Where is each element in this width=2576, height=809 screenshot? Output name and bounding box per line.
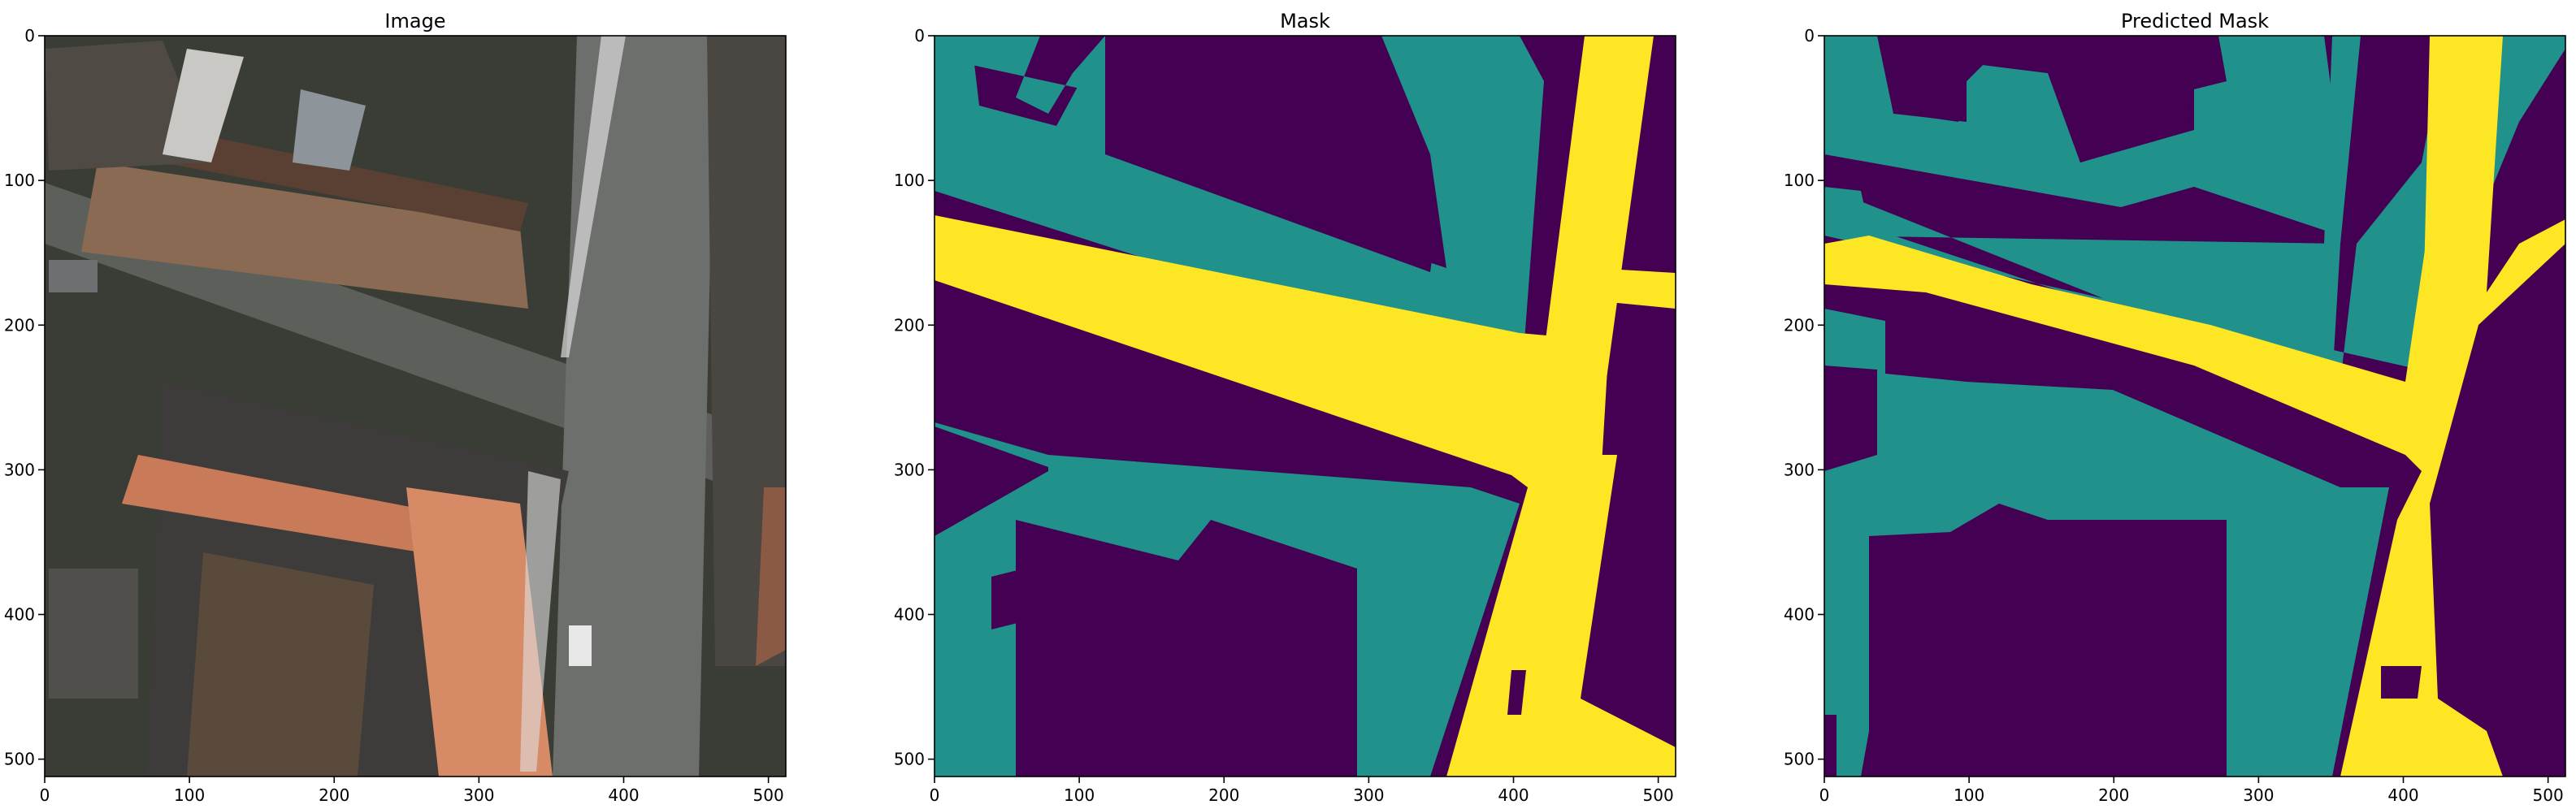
x-tick-label: 400 bbox=[608, 785, 639, 805]
x-tick-label: 400 bbox=[1498, 785, 1529, 805]
y-tick-label: 500 bbox=[4, 750, 35, 769]
x-tick-label: 100 bbox=[1064, 785, 1095, 805]
y-tick-label: 500 bbox=[894, 750, 925, 769]
y-tick-label: 300 bbox=[894, 460, 925, 479]
x-tick-label: 200 bbox=[319, 785, 349, 805]
x-tick-label: 200 bbox=[2098, 785, 2129, 805]
y-tick-label: 300 bbox=[4, 460, 35, 479]
y-tick-label: 200 bbox=[894, 315, 925, 335]
x-tick-label: 400 bbox=[2387, 785, 2418, 805]
ticks-mask: 0 100 200 300 400 500 0 100 200 300 400 500 bbox=[894, 26, 1674, 805]
y-tick-label: 500 bbox=[1784, 750, 1815, 769]
panel-title-image: Image bbox=[384, 10, 445, 32]
y-tick-label: 300 bbox=[1784, 460, 1815, 479]
y-tick-label: 0 bbox=[24, 26, 35, 45]
predicted-mask-image bbox=[1824, 36, 2565, 777]
y-tick-label: 100 bbox=[894, 171, 925, 190]
x-tick-label: 100 bbox=[174, 785, 205, 805]
y-tick-label: 400 bbox=[894, 605, 925, 625]
y-tick-label: 0 bbox=[914, 26, 925, 45]
panel-mask: Mask 0 100 200 300 400 50 bbox=[894, 10, 1676, 805]
x-tick-label: 200 bbox=[1208, 785, 1239, 805]
y-tick-label: 100 bbox=[4, 171, 35, 190]
panel-title-predicted-mask: Predicted Mask bbox=[2121, 10, 2269, 32]
ticks-image: 0 100 200 300 400 500 0 100 200 300 400 500 bbox=[4, 26, 784, 805]
y-tick-label: 200 bbox=[4, 315, 35, 335]
aerial-image bbox=[45, 36, 786, 777]
x-tick-label: 500 bbox=[2533, 785, 2564, 805]
x-tick-label: 300 bbox=[2243, 785, 2274, 805]
x-tick-label: 300 bbox=[463, 785, 494, 805]
x-tick-label: 500 bbox=[753, 785, 784, 805]
y-tick-label: 400 bbox=[1784, 605, 1815, 625]
x-tick-label: 0 bbox=[930, 785, 940, 805]
x-tick-label: 100 bbox=[1954, 785, 1984, 805]
x-tick-label: 0 bbox=[1819, 785, 1830, 805]
y-tick-label: 200 bbox=[1784, 315, 1815, 335]
y-tick-label: 0 bbox=[1804, 26, 1815, 45]
x-tick-label: 0 bbox=[40, 785, 50, 805]
axes-frame-mask bbox=[934, 35, 1676, 777]
axes-frame-predicted-mask bbox=[1824, 35, 2566, 777]
y-tick-label: 100 bbox=[1784, 171, 1815, 190]
panel-title-mask: Mask bbox=[1280, 10, 1330, 32]
panel-predicted-mask: Predicted Mask 0 100 200 300 400 500010020030… bbox=[1784, 10, 2566, 805]
x-tick-label: 500 bbox=[1643, 785, 1674, 805]
mask-image bbox=[935, 36, 1676, 777]
panel-image: Image bbox=[4, 10, 787, 805]
x-tick-label: 300 bbox=[1353, 785, 1384, 805]
y-tick-label: 400 bbox=[4, 605, 35, 625]
axes-frame-image bbox=[44, 35, 787, 777]
